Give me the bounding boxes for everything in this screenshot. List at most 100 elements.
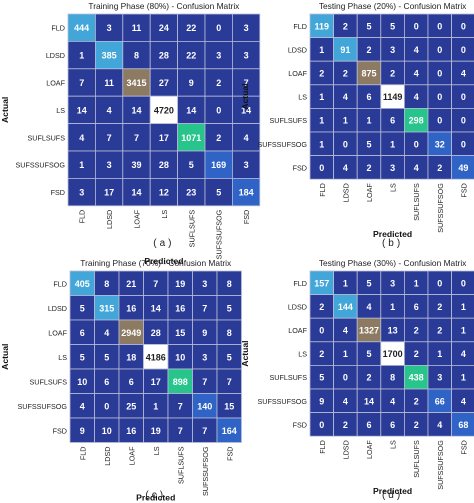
cell-value: 0 (461, 45, 466, 55)
cell-value: 2 (319, 349, 324, 359)
matrix-cell (149, 177, 178, 207)
cell-value: 4 (461, 349, 466, 359)
cell-value: 0 (319, 326, 324, 336)
cell-value: 16 (126, 303, 136, 313)
cell-value: 0 (216, 105, 221, 115)
matrix-cell (95, 177, 124, 207)
row-tick-label: SUFSSUFSOG (17, 402, 67, 411)
panel-title: Testing Phase (30%) - Confusion Matrix (319, 258, 467, 268)
col-tick-label: SUFLSUFS (412, 183, 421, 221)
matrix-cell (167, 393, 193, 419)
cell-value: 1 (343, 116, 348, 126)
cell-value: 7 (202, 303, 207, 313)
row-tick-label: FLD (53, 279, 67, 288)
panel-title: Training Phase (80%) - Confusion Matrix (88, 1, 240, 11)
panel-caption: (c) (145, 490, 166, 501)
cell-value: 10 (77, 377, 87, 387)
matrix-cell (216, 417, 242, 443)
cell-value: 1 (390, 139, 395, 149)
x-axis-label: Predicted (136, 493, 175, 503)
y-axis-label: Actual (240, 340, 250, 366)
cell-value: 10 (102, 426, 112, 436)
cell-value: 6 (414, 302, 419, 312)
confusion-matrix-panel: Testing Phase (20%) - Confusion Matrix Ac… (240, 1, 474, 249)
matrix-cell (167, 319, 193, 345)
cell-value: 0 (461, 139, 466, 149)
row-tick-label: SUFSSUFSOG (257, 140, 307, 149)
cell-value: 5 (80, 352, 85, 362)
cell-value: 4 (437, 420, 442, 430)
col-tick-label: LOAF (133, 209, 142, 228)
col-tick-label: SUFSSUFSOG (436, 440, 445, 490)
cell-value: 7 (202, 426, 207, 436)
cell-value: 0 (414, 139, 419, 149)
cell-value: 2 (216, 78, 221, 88)
cell-value: 27 (159, 78, 169, 88)
cell-value: 385 (102, 51, 117, 61)
col-tick-label: SUFLSUFS (412, 440, 421, 478)
cell-value: 4 (343, 326, 348, 336)
cell-value: 157 (314, 278, 329, 288)
cell-value: 19 (175, 279, 185, 289)
row-tick-label: LDSD (48, 304, 67, 313)
cell-value: 444 (74, 23, 89, 33)
col-tick-label: FSD (459, 440, 468, 454)
cell-value: 7 (153, 279, 158, 289)
y-axis-label: Actual (0, 97, 10, 123)
cell-value: 2 (343, 420, 348, 430)
cell-value: 1 (343, 278, 348, 288)
cell-value: 1 (319, 139, 324, 149)
cell-value: 5 (227, 352, 232, 362)
cell-value: 4 (461, 396, 466, 406)
cell-value: 7 (227, 377, 232, 387)
cell-value: 875 (361, 69, 376, 79)
matrix-cell (204, 95, 233, 124)
cell-value: 3 (107, 23, 112, 33)
panel-caption: (d) (382, 490, 403, 501)
cell-value: 4 (343, 92, 348, 102)
row-tick-label: SUFSSUFSOG (257, 397, 307, 406)
cell-value: 1 (414, 278, 419, 288)
cell-value: 4 (244, 133, 249, 143)
cell-value: 23 (186, 188, 196, 198)
cell-value: 140 (197, 401, 212, 411)
cell-value: 5 (189, 160, 194, 170)
confusion-matrix-panel: Training Phase (70%) - Confusion Matrix A… (0, 258, 242, 503)
cell-value: 28 (159, 51, 169, 61)
cell-value: 1 (461, 302, 466, 312)
confusion-matrix-panel: Testing Phase (30%) - Confusion Matrix Ac… (240, 258, 474, 501)
col-tick-label: FSD (225, 447, 234, 461)
cell-value: 5 (390, 21, 395, 31)
cell-value: 0 (343, 139, 348, 149)
matrix-cell (118, 319, 144, 345)
cell-value: 1327 (359, 326, 379, 336)
row-tick-label: LS (58, 353, 67, 362)
col-tick-label: FSD (242, 210, 251, 224)
cell-value: 6 (366, 92, 371, 102)
col-tick-label: FLD (78, 210, 87, 224)
cell-value: 3 (244, 23, 249, 33)
cell-value: 2 (319, 69, 324, 79)
col-tick-label: LS (389, 440, 398, 449)
matrix-cell (118, 368, 144, 394)
cell-value: 21 (126, 279, 136, 289)
row-tick-label: FSD (51, 188, 65, 197)
matrix-cell (192, 393, 218, 419)
matrix-cell (177, 68, 206, 97)
cell-value: 1 (461, 373, 466, 383)
cell-value: 17 (104, 188, 114, 198)
matrix-cell (231, 95, 261, 124)
cell-value: 3 (437, 373, 442, 383)
cell-value: 4 (414, 92, 419, 102)
row-tick-label: FSD (293, 420, 307, 429)
x-axis-label: Predicted (373, 229, 412, 239)
cell-value: 14 (186, 105, 196, 115)
cell-value: 0 (414, 21, 419, 31)
cell-value: 15 (175, 328, 185, 338)
matrix-cell (216, 368, 242, 394)
col-tick-label: LS (389, 183, 398, 192)
cell-value: 12 (159, 188, 169, 198)
col-tick-label: LDSD (103, 447, 112, 466)
cell-value: 14 (364, 396, 374, 406)
panel-title: Training Phase (70%) - Confusion Matrix (80, 258, 232, 268)
